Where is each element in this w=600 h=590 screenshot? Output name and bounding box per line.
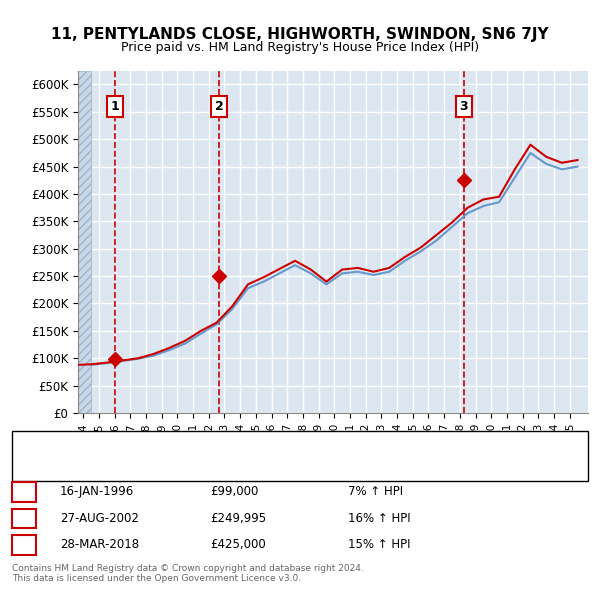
Text: 2: 2 — [20, 512, 28, 525]
Text: ─────: ───── — [24, 464, 62, 477]
Text: 3: 3 — [459, 100, 468, 113]
Text: 3: 3 — [20, 538, 28, 551]
Text: HPI: Average price, detached house, Swindon: HPI: Average price, detached house, Swin… — [66, 466, 303, 475]
Text: 2: 2 — [215, 100, 223, 113]
Text: 7% ↑ HPI: 7% ↑ HPI — [348, 485, 403, 498]
Text: £99,000: £99,000 — [210, 485, 259, 498]
Text: 11, PENTYLANDS CLOSE, HIGHWORTH, SWINDON, SN6 7JY: 11, PENTYLANDS CLOSE, HIGHWORTH, SWINDON… — [51, 27, 549, 41]
Text: 1: 1 — [111, 100, 119, 113]
Text: Price paid vs. HM Land Registry's House Price Index (HPI): Price paid vs. HM Land Registry's House … — [121, 41, 479, 54]
Text: 11, PENTYLANDS CLOSE, HIGHWORTH, SWINDON, SN6 7JY (detached house): 11, PENTYLANDS CLOSE, HIGHWORTH, SWINDON… — [66, 439, 464, 448]
Text: Contains HM Land Registry data © Crown copyright and database right 2024.
This d: Contains HM Land Registry data © Crown c… — [12, 563, 364, 583]
Text: 28-MAR-2018: 28-MAR-2018 — [60, 538, 139, 551]
Text: £425,000: £425,000 — [210, 538, 266, 551]
Text: ─────: ───── — [24, 437, 62, 450]
Text: 16-JAN-1996: 16-JAN-1996 — [60, 485, 134, 498]
Text: 27-AUG-2002: 27-AUG-2002 — [60, 512, 139, 525]
Text: 15% ↑ HPI: 15% ↑ HPI — [348, 538, 410, 551]
Text: £249,995: £249,995 — [210, 512, 266, 525]
Text: 1: 1 — [20, 485, 28, 498]
Bar — [78, 71, 91, 413]
Text: 16% ↑ HPI: 16% ↑ HPI — [348, 512, 410, 525]
